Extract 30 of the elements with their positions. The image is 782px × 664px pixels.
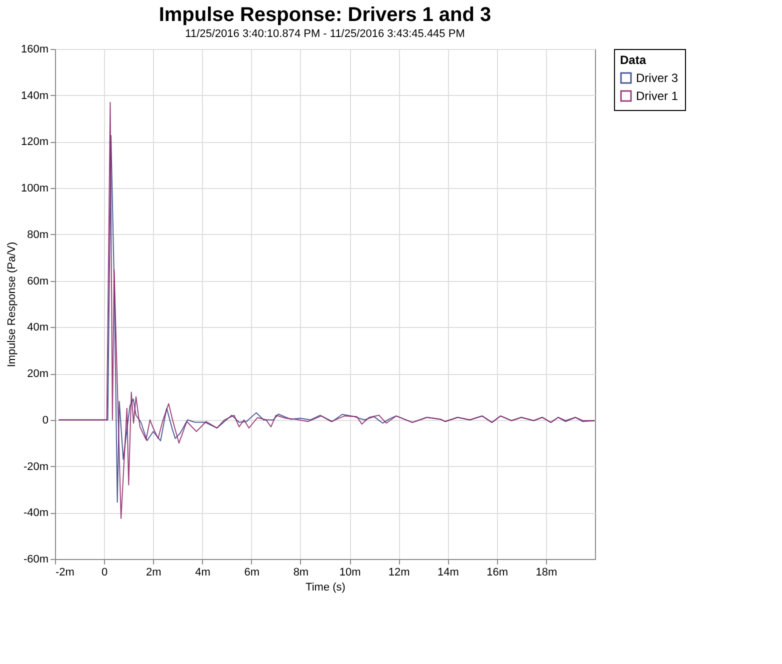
x-tick-label: 4m xyxy=(195,566,210,578)
x-tick-label: 0 xyxy=(102,566,108,578)
legend-label: Driver 3 xyxy=(636,71,678,85)
x-tick-label: 6m xyxy=(244,566,260,578)
y-tick-label: 60m xyxy=(27,275,48,288)
y-tick-label: 120m xyxy=(20,136,48,148)
x-tick-label: 14m xyxy=(438,566,459,578)
y-tick-label: 20m xyxy=(27,368,48,380)
y-tick-label: 80m xyxy=(27,228,48,241)
x-tick-label: 12m xyxy=(388,566,410,578)
y-tick-label: 140m xyxy=(20,90,48,102)
y-tick-label: 40m xyxy=(27,322,48,334)
legend-title: Data xyxy=(620,53,646,67)
y-tick-label: 160m xyxy=(20,44,48,56)
y-tick-label: 100m xyxy=(20,182,48,195)
y-axis-title: Impulse Response (Pa/V) xyxy=(6,242,18,368)
x-tick-label: 18m xyxy=(536,566,558,578)
x-tick-label: 8m xyxy=(293,566,309,578)
y-tick-label: -60m xyxy=(23,554,48,566)
chart-subtitle: 11/25/2016 3:40:10.874 PM - 11/25/2016 3:43:45.445 PM xyxy=(185,28,465,40)
x-tick-label: -2m xyxy=(56,566,74,578)
x-tick-label: 2m xyxy=(146,566,162,578)
x-tick-label: 16m xyxy=(486,566,508,578)
y-tick-label: -40m xyxy=(23,507,48,520)
chart-title: Impulse Response: Drivers 1 and 3 xyxy=(158,4,492,26)
legend-label: Driver 1 xyxy=(636,89,678,103)
y-tick-label: -20m xyxy=(23,460,48,473)
x-tick-label: 10m xyxy=(339,566,361,578)
y-tick-label: 0 xyxy=(42,414,48,426)
x-axis-title: Time (s) xyxy=(306,582,346,594)
